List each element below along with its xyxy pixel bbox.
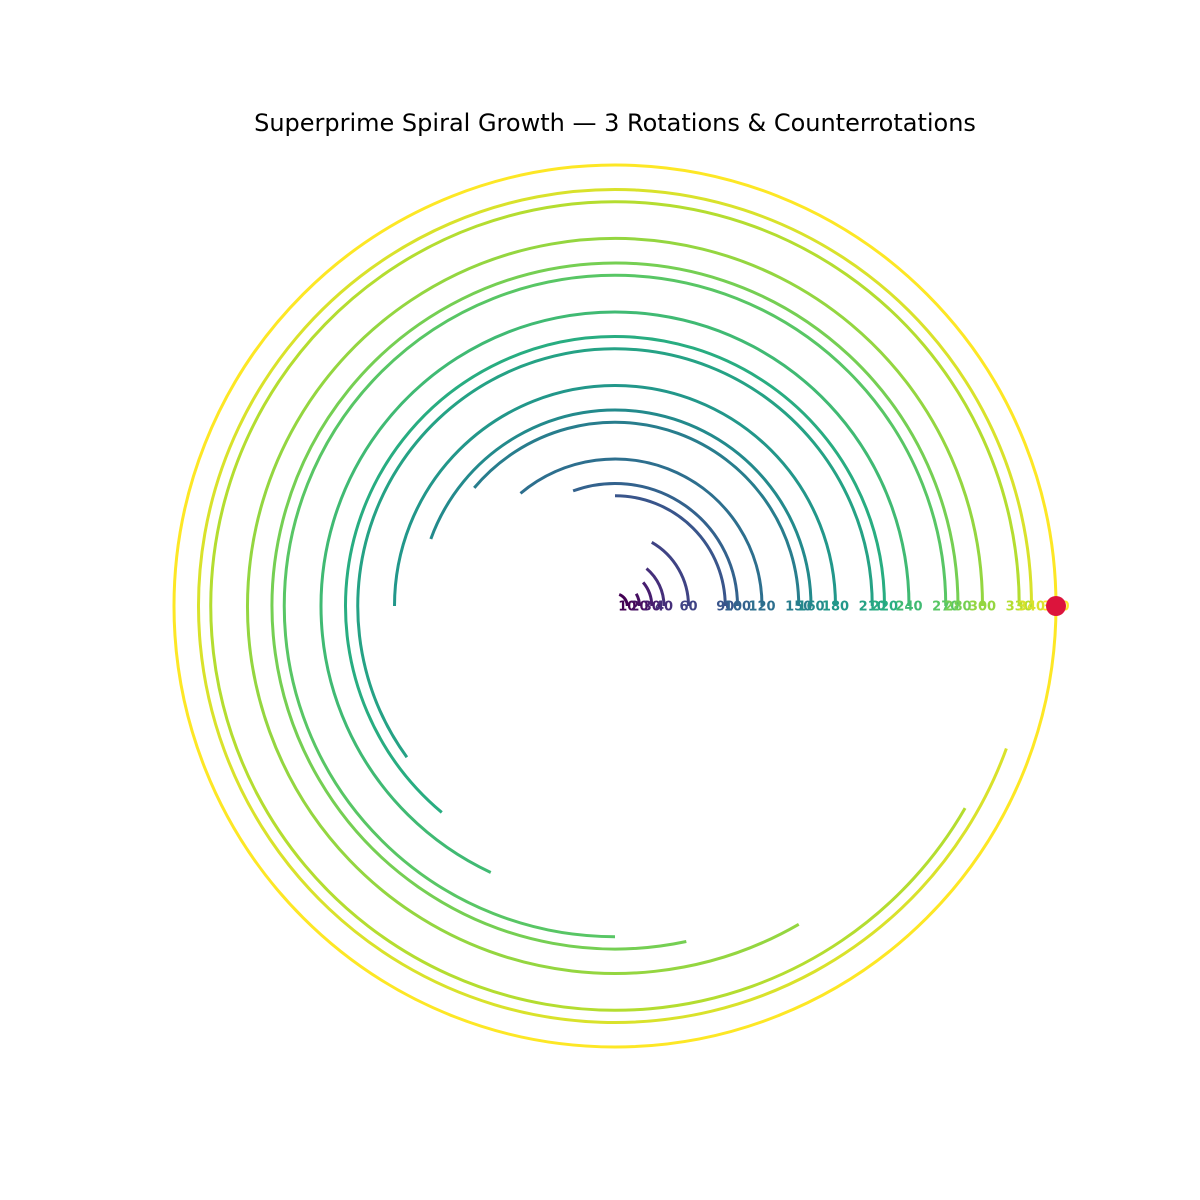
spiral-arc-240 bbox=[319, 310, 911, 874]
arc-label-10: 10 bbox=[618, 600, 636, 615]
arc-label-20: 20 bbox=[630, 600, 648, 615]
spiral-arc-330 bbox=[209, 200, 1021, 1012]
arc-label-280: 280 bbox=[944, 600, 971, 615]
arc-label-120: 120 bbox=[748, 600, 775, 615]
spiral-arc-360 bbox=[172, 163, 1058, 1049]
arcs-layer bbox=[172, 163, 1058, 1049]
spiral-arc-220 bbox=[344, 335, 886, 814]
spiral-arc-150 bbox=[473, 420, 801, 607]
arc-label-220: 220 bbox=[871, 600, 898, 615]
spiral-arc-30 bbox=[641, 581, 654, 607]
spiral-arc-10 bbox=[618, 593, 629, 607]
arc-label-30: 30 bbox=[643, 600, 661, 615]
spiral-arc-90 bbox=[614, 494, 727, 607]
spiral-arc-280 bbox=[270, 261, 960, 951]
arc-label-240: 240 bbox=[895, 600, 922, 615]
marker-layer bbox=[1046, 596, 1066, 616]
spiral-arc-40 bbox=[645, 567, 666, 607]
arc-label-210: 210 bbox=[859, 600, 886, 615]
arc-label-330: 330 bbox=[1006, 600, 1033, 615]
arc-label-100: 100 bbox=[724, 600, 751, 615]
spiral-arc-20 bbox=[634, 593, 641, 607]
arc-label-60: 60 bbox=[679, 600, 697, 615]
arc-label-90: 90 bbox=[716, 600, 734, 615]
arc-label-160: 160 bbox=[797, 600, 824, 615]
arc-label-340: 340 bbox=[1018, 600, 1045, 615]
spiral-arc-270 bbox=[282, 273, 948, 939]
arc-label-150: 150 bbox=[785, 600, 812, 615]
endpoint-marker bbox=[1046, 596, 1066, 616]
spiral-arc-60 bbox=[650, 541, 690, 607]
arc-label-300: 300 bbox=[969, 600, 996, 615]
arc-label-40: 40 bbox=[655, 600, 673, 615]
spiral-arc-300 bbox=[246, 237, 984, 975]
arc-label-270: 270 bbox=[932, 600, 959, 615]
spiral-arc-120 bbox=[519, 457, 764, 607]
arc-label-180: 180 bbox=[822, 600, 849, 615]
spiral-arc-160 bbox=[429, 408, 813, 607]
spiral-arc-210 bbox=[356, 347, 874, 759]
chart-title: Superprime Spiral Growth — 3 Rotations &… bbox=[254, 109, 976, 137]
spiral-arc-340 bbox=[197, 188, 1033, 1024]
spiral-arc-100 bbox=[572, 482, 739, 607]
spiral-arc-180 bbox=[393, 384, 837, 607]
